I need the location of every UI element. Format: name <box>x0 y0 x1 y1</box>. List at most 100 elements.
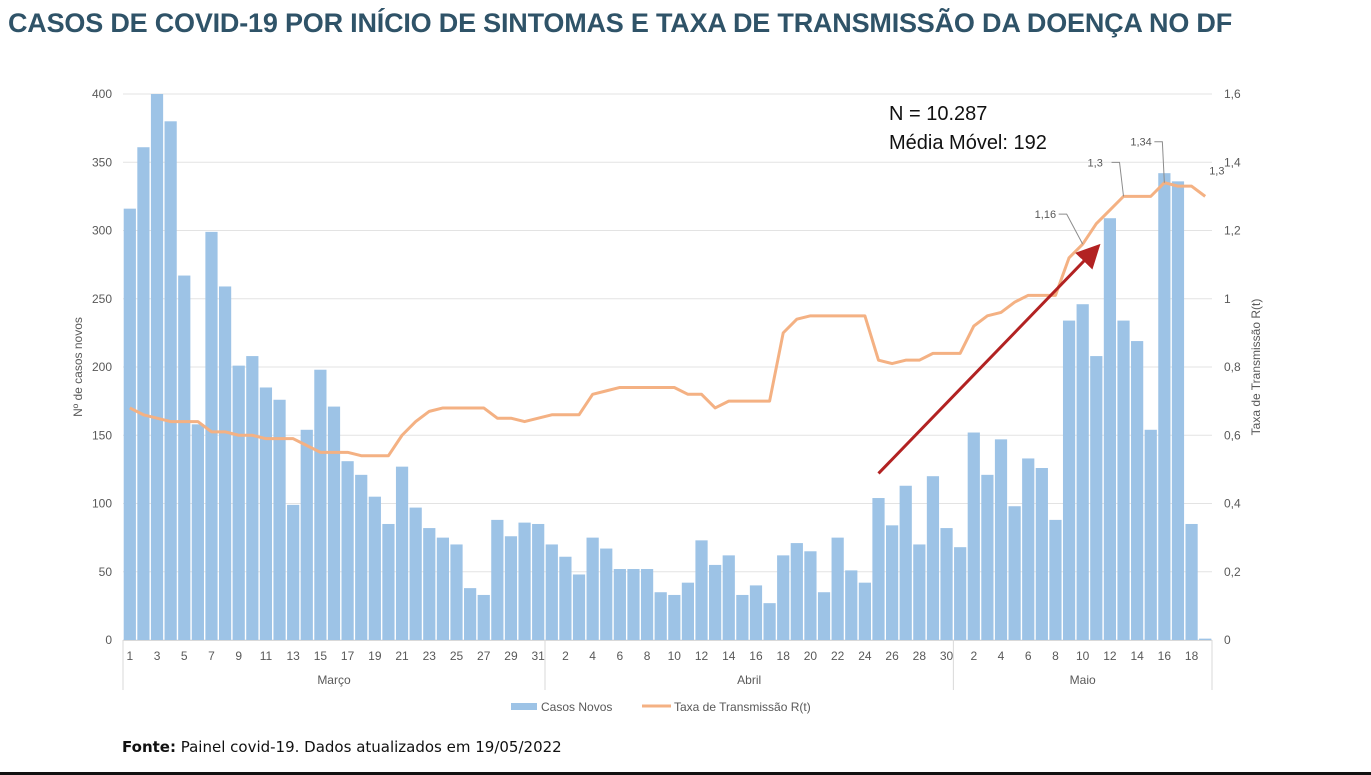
bottom-divider <box>0 772 1371 775</box>
bar <box>1022 458 1035 640</box>
bar <box>504 536 518 640</box>
data-label-leader <box>1154 141 1165 183</box>
bar <box>736 594 749 640</box>
x-tick-label: 26 <box>885 649 899 663</box>
bar <box>940 528 953 640</box>
bar <box>613 569 626 640</box>
y-tick-label: 200 <box>92 360 112 374</box>
bar <box>259 387 273 640</box>
y2-tick-label: 1 <box>1224 292 1231 306</box>
n-total-annotation: N = 10.287 <box>889 103 987 125</box>
y-tick-label: 50 <box>99 565 113 579</box>
trend-arrow-line <box>877 243 1101 475</box>
bar <box>913 544 926 640</box>
line-rt <box>129 181 1207 458</box>
x-tick-label: 18 <box>1185 649 1199 663</box>
bar <box>722 555 735 640</box>
bar <box>1185 523 1198 640</box>
legend-label-casos-novos: Casos Novos <box>541 700 612 714</box>
y2-tick-label: 0,4 <box>1224 497 1241 511</box>
bar <box>409 507 422 640</box>
data-label: 1,16 <box>1035 209 1056 221</box>
rt-line <box>129 181 1207 458</box>
chart-title: CASOS DE COVID-19 POR INÍCIO DE SINTOMAS… <box>8 8 1233 38</box>
x-tick-label: 31 <box>532 649 546 663</box>
x-tick-label: 16 <box>1158 649 1172 663</box>
bar <box>423 528 436 640</box>
bar <box>518 522 531 640</box>
bar <box>382 523 395 640</box>
x-tick-label: 28 <box>913 649 927 663</box>
bar <box>232 365 245 640</box>
bar <box>477 594 490 640</box>
bar <box>777 555 790 640</box>
data-labels: 1,16 1,3 1,34 1,3 <box>1035 137 1224 245</box>
bar <box>355 474 368 640</box>
y-tick-label: 250 <box>92 292 112 306</box>
bar <box>491 519 504 640</box>
bar <box>1103 218 1117 640</box>
bar <box>749 585 763 640</box>
bar <box>273 399 286 640</box>
x-tick-label: 9 <box>235 649 242 663</box>
bar <box>994 439 1008 640</box>
source-text: Painel covid-19. Dados atualizados em 19… <box>175 738 562 756</box>
bar <box>981 474 994 640</box>
bar <box>1035 468 1048 640</box>
bar <box>926 476 940 640</box>
bar <box>150 94 164 640</box>
bar <box>858 582 871 640</box>
x-tick-label: 10 <box>668 649 682 663</box>
y-axis-left: 0 50 100 150 200 250 300 350 400 <box>92 87 112 647</box>
bar <box>831 537 844 640</box>
bar <box>763 603 776 640</box>
bar <box>314 369 327 640</box>
x-tick-label: 5 <box>181 649 188 663</box>
x-tick-label: 27 <box>477 649 491 663</box>
bar <box>464 588 477 640</box>
bar <box>790 543 803 640</box>
bar <box>804 551 817 640</box>
data-label: 1,3 <box>1209 165 1224 177</box>
y2-axis-title: Taxa de Transmissão R(t) <box>1249 299 1263 436</box>
bar <box>872 498 885 640</box>
bar <box>695 540 708 640</box>
bar <box>572 574 586 640</box>
bar <box>600 548 613 640</box>
bar <box>246 356 259 640</box>
x-tick-label: 21 <box>395 649 409 663</box>
bars-casos-novos <box>123 94 1212 641</box>
y-tick-label: 350 <box>92 155 112 169</box>
bar <box>327 406 341 640</box>
bar <box>654 592 667 640</box>
x-tick-label: 6 <box>1025 649 1032 663</box>
bar <box>1090 356 1103 640</box>
x-tick-label: 7 <box>208 649 215 663</box>
y2-tick-label: 1,4 <box>1224 155 1241 169</box>
x-tick-label: 14 <box>1130 649 1144 663</box>
bar <box>817 592 831 640</box>
bar <box>954 547 967 640</box>
x-tick-label: 18 <box>777 649 791 663</box>
bar <box>164 121 177 641</box>
y2-tick-label: 0,2 <box>1224 565 1241 579</box>
bar <box>1062 320 1076 640</box>
bar <box>668 594 681 640</box>
y-tick-label: 100 <box>92 497 112 511</box>
moving-average-annotation: Média Móvel: 192 <box>889 132 1047 154</box>
bar <box>1144 429 1157 640</box>
trend-arrow <box>877 243 1101 475</box>
bar <box>178 275 191 640</box>
data-label-leader <box>1111 161 1125 197</box>
bar <box>532 523 545 640</box>
x-tick-label: 25 <box>450 649 464 663</box>
bar <box>899 485 912 640</box>
month-label: Março <box>317 673 351 687</box>
x-tick-label: 17 <box>341 649 355 663</box>
bar <box>137 147 150 641</box>
x-tick-label: 4 <box>998 649 1005 663</box>
legend-label-rt: Taxa de Transmissão R(t) <box>674 700 811 714</box>
x-tick-label: 8 <box>644 649 651 663</box>
bar <box>436 537 449 640</box>
y-axis-title: Nº de casos novos <box>71 317 85 417</box>
